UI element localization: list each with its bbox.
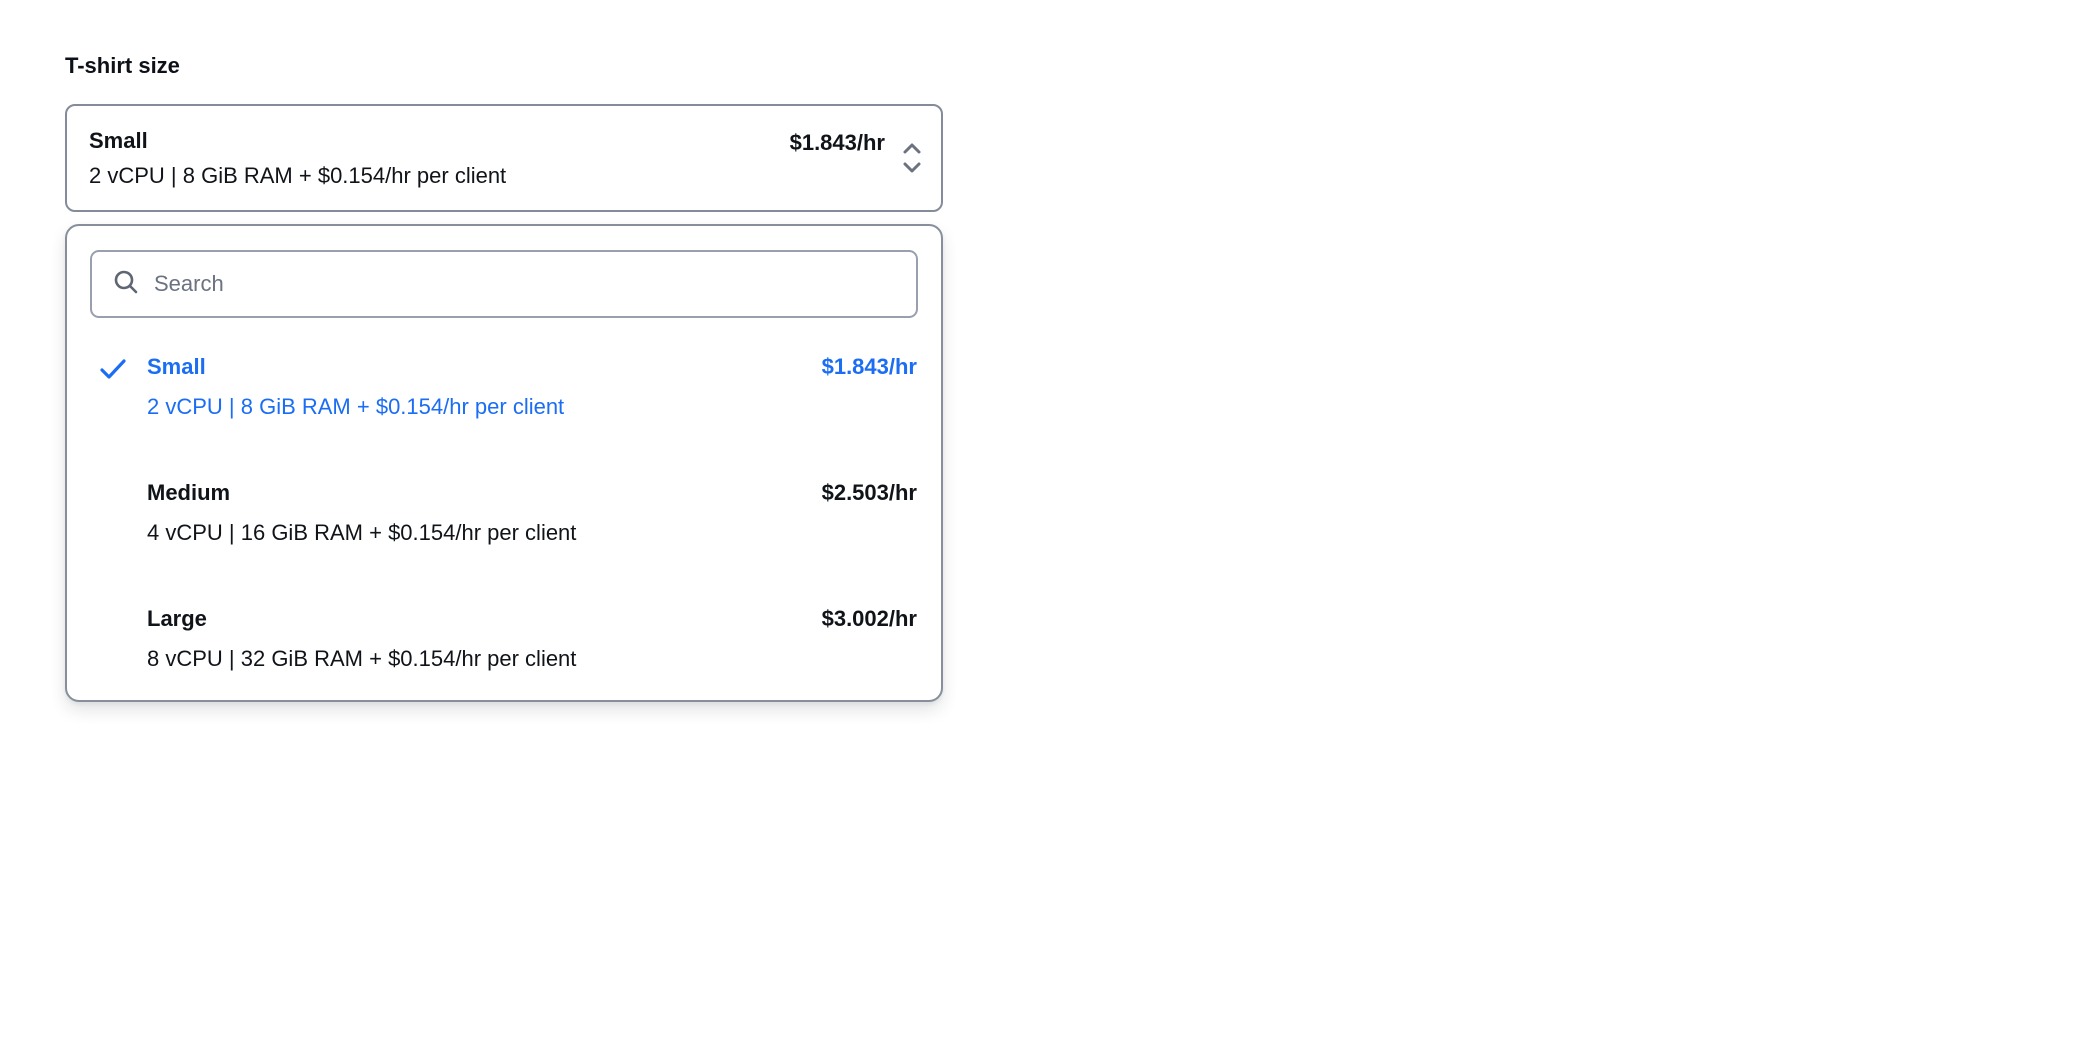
search-box: [90, 250, 918, 318]
unfold-chevron-icon: [901, 140, 923, 176]
selected-size-price: $1.843/hr: [789, 130, 885, 155]
options-list: Small $1.843/hr 2 vCPU | 8 GiB RAM + $0.…: [67, 324, 941, 702]
option-name: Medium: [147, 480, 231, 505]
option-name: Small: [147, 354, 206, 379]
selected-option-summary: Small 2 vCPU | 8 GiB RAM + $0.154/hr per…: [89, 127, 790, 189]
size-dropdown-panel: Small $1.843/hr 2 vCPU | 8 GiB RAM + $0.…: [65, 224, 943, 702]
search-icon: [112, 268, 140, 301]
check-icon: [98, 354, 128, 384]
option-medium[interactable]: Medium $2.503/hr 4 vCPU | 16 GiB RAM + $…: [67, 450, 941, 576]
selected-size-description: 2 vCPU | 8 GiB RAM + $0.154/hr per clien…: [89, 163, 507, 188]
size-select-button[interactable]: Small 2 vCPU | 8 GiB RAM + $0.154/hr per…: [65, 104, 943, 212]
search-input[interactable]: [154, 271, 898, 297]
option-large[interactable]: Large $3.002/hr 8 vCPU | 32 GiB RAM + $0…: [67, 576, 941, 702]
field-label: T-shirt size: [65, 53, 180, 78]
option-name: Large: [147, 606, 207, 631]
option-price: $2.503/hr: [821, 480, 917, 505]
option-small[interactable]: Small $1.843/hr 2 vCPU | 8 GiB RAM + $0.…: [67, 324, 941, 450]
tshirt-size-field: T-shirt size Small 2 vCPU | 8 GiB RAM + …: [65, 54, 943, 702]
option-description: 4 vCPU | 16 GiB RAM + $0.154/hr per clie…: [147, 520, 577, 545]
selected-size-name: Small: [89, 128, 148, 153]
option-description: 2 vCPU | 8 GiB RAM + $0.154/hr per clien…: [147, 394, 565, 419]
option-price: $1.843/hr: [821, 354, 917, 379]
option-price: $3.002/hr: [821, 606, 917, 631]
option-description: 8 vCPU | 32 GiB RAM + $0.154/hr per clie…: [147, 646, 577, 671]
